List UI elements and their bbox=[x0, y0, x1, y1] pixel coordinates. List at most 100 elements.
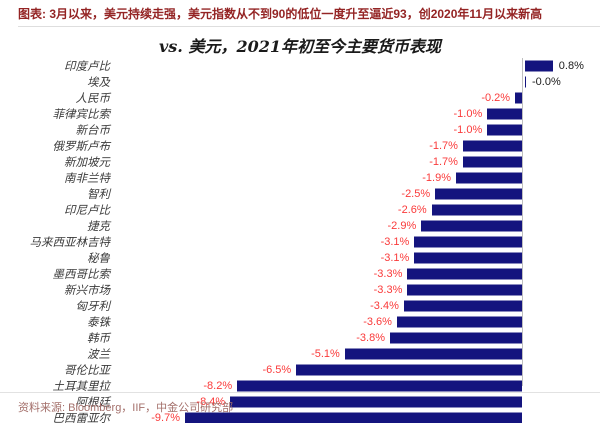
bar-row: 哥伦比亚 -6.5% bbox=[0, 362, 600, 378]
value-label: -3.8% bbox=[356, 332, 385, 344]
category-label: 阿根廷 bbox=[75, 395, 111, 409]
bar-canvas: -1.0% bbox=[112, 122, 600, 138]
bar-row: 新台币 -1.0% bbox=[0, 122, 600, 138]
value-label: -1.9% bbox=[422, 172, 451, 184]
footer-divider bbox=[0, 392, 600, 393]
category-label: 捷克 bbox=[87, 219, 110, 233]
bar-canvas: -5.1% bbox=[112, 346, 600, 362]
bar-canvas: -2.6% bbox=[112, 202, 600, 218]
bar-canvas: -2.9% bbox=[112, 218, 600, 234]
category-label: 马来西亚林吉特 bbox=[29, 235, 111, 249]
bar bbox=[525, 76, 526, 88]
bar bbox=[515, 92, 522, 104]
value-label: -2.9% bbox=[387, 220, 417, 232]
source-note: 资料来源: Bloomberg，IIF，中金公司研究部 bbox=[18, 402, 234, 414]
value-label: -3.4% bbox=[370, 300, 399, 312]
bar-row: 阿根廷 -8.4% bbox=[0, 394, 600, 410]
category-label: 新台币 bbox=[75, 123, 111, 137]
value-label: -0.0% bbox=[532, 76, 561, 88]
value-label: -8.4% bbox=[196, 396, 226, 408]
bar-canvas: -6.5% bbox=[112, 362, 600, 378]
bar-canvas: -3.4% bbox=[112, 298, 600, 314]
category-label: 南非兰特 bbox=[64, 171, 110, 185]
bar-row: 人民币 -0.2% bbox=[0, 90, 600, 106]
bar-canvas: -3.6% bbox=[112, 314, 600, 330]
category-label: 人民币 bbox=[75, 91, 111, 105]
chart-title: vs. 美元，2021年初至今主要货币表现 bbox=[159, 37, 441, 56]
bar-row: 土耳其里拉 -8.2% bbox=[0, 378, 600, 394]
bar-canvas: -3.1% bbox=[112, 250, 600, 266]
category-label: 新兴市场 bbox=[64, 283, 110, 297]
bar-canvas: -3.8% bbox=[112, 330, 600, 346]
bar-row: 南非兰特 -1.9% bbox=[0, 170, 600, 186]
value-label: -6.5% bbox=[262, 364, 292, 376]
bar bbox=[296, 364, 522, 376]
category-label: 墨西哥比索 bbox=[52, 267, 111, 281]
value-label: -3.1% bbox=[380, 236, 410, 248]
bar-canvas: -8.2% bbox=[112, 378, 600, 394]
bar-row: 俄罗斯卢布 -1.7% bbox=[0, 138, 600, 154]
bar bbox=[403, 300, 522, 312]
bar-row: 印尼卢比 -2.6% bbox=[0, 202, 600, 218]
bar bbox=[435, 188, 522, 200]
value-label: -8.2% bbox=[203, 380, 233, 392]
value-label: -0.2% bbox=[481, 92, 511, 104]
value-label: -1.7% bbox=[429, 140, 458, 152]
category-label: 巴西雷亚尔 bbox=[52, 411, 111, 423]
caption-divider bbox=[18, 26, 600, 27]
value-label: 0.8% bbox=[558, 60, 584, 72]
bar-canvas: -3.1% bbox=[112, 234, 600, 250]
bar-row: 马来西亚林吉特 -3.1% bbox=[0, 234, 600, 250]
category-label: 土耳其里拉 bbox=[52, 379, 111, 393]
category-label: 秘鲁 bbox=[87, 251, 110, 265]
bar bbox=[396, 316, 522, 328]
bar-canvas: -1.7% bbox=[112, 138, 600, 154]
category-label: 埃及 bbox=[87, 75, 110, 89]
bar bbox=[389, 332, 522, 344]
bar-row: 埃及 -0.0% bbox=[0, 74, 600, 90]
category-label: 匈牙利 bbox=[75, 299, 111, 313]
value-label: -3.6% bbox=[363, 316, 392, 328]
bar-canvas: -0.2% bbox=[112, 90, 600, 106]
value-label: -2.6% bbox=[397, 204, 427, 216]
bar bbox=[525, 60, 553, 72]
zero-axis bbox=[522, 58, 523, 386]
bar bbox=[407, 268, 522, 280]
category-label: 菲律宾比索 bbox=[52, 107, 111, 121]
bar-canvas: -8.4% bbox=[112, 394, 600, 410]
bar-row: 墨西哥比索 -3.3% bbox=[0, 266, 600, 282]
bar bbox=[421, 220, 522, 232]
value-label: -3.3% bbox=[373, 268, 403, 280]
bar-chart-plot: 印度卢比 0.8% 埃及 -0.0% 人民币 -0.2% 菲律宾比索 -1.0% 新台币 -1.0… bbox=[0, 58, 600, 423]
bar-canvas: -2.5% bbox=[112, 186, 600, 202]
value-label: -1.0% bbox=[453, 124, 483, 136]
bar bbox=[431, 204, 522, 216]
bar-row: 泰铢 -3.6% bbox=[0, 314, 600, 330]
bar bbox=[462, 140, 522, 152]
bar-row: 秘鲁 -3.1% bbox=[0, 250, 600, 266]
category-label: 新加坡元 bbox=[64, 155, 110, 169]
bar-canvas: -3.3% bbox=[112, 282, 600, 298]
bar-row: 捷克 -2.9% bbox=[0, 218, 600, 234]
bar-canvas: -3.3% bbox=[112, 266, 600, 282]
bar-row: 新兴市场 -3.3% bbox=[0, 282, 600, 298]
value-label: -1.0% bbox=[453, 108, 483, 120]
bar-row: 菲律宾比索 -1.0% bbox=[0, 106, 600, 122]
bar bbox=[456, 172, 522, 184]
category-label: 韩币 bbox=[87, 331, 110, 345]
category-label: 智利 bbox=[87, 187, 110, 201]
category-label: 印尼卢比 bbox=[64, 203, 110, 217]
value-label: -3.3% bbox=[373, 284, 403, 296]
bar-canvas: -9.7% bbox=[112, 410, 600, 423]
category-label: 印度卢比 bbox=[64, 59, 110, 73]
bar-canvas: -0.0% bbox=[112, 74, 600, 90]
bar-canvas: -1.9% bbox=[112, 170, 600, 186]
value-label: -2.5% bbox=[401, 188, 431, 200]
bar bbox=[237, 380, 522, 392]
bar bbox=[344, 348, 522, 360]
category-label: 俄罗斯卢布 bbox=[52, 139, 111, 153]
bar-canvas: -1.7% bbox=[112, 154, 600, 170]
bar bbox=[230, 396, 522, 408]
category-label: 泰铢 bbox=[87, 315, 110, 329]
